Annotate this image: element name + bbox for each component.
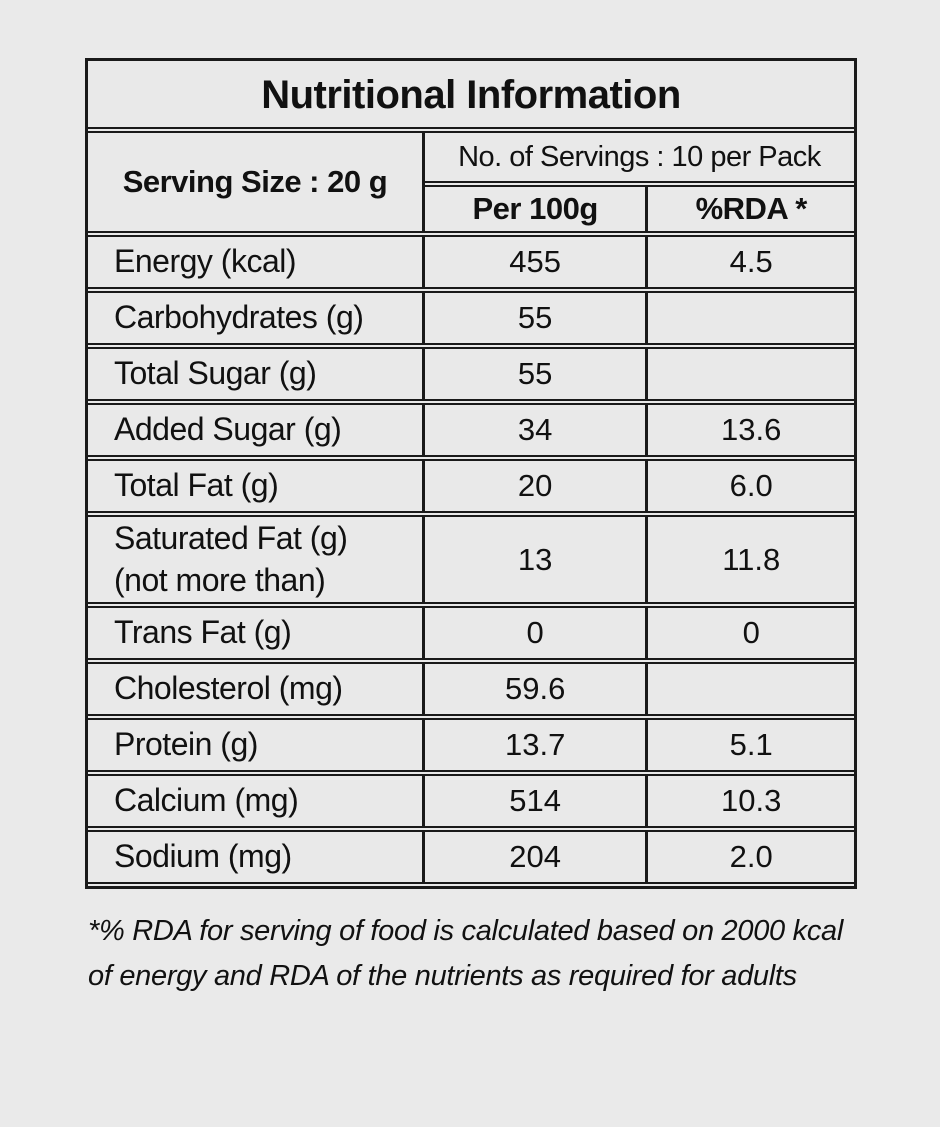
- rda-value: 13.6: [648, 403, 854, 457]
- nutrient-row: Sodium (mg) 204 2.0: [88, 830, 854, 885]
- nutrient-rows: Energy (kcal) 455 4.5 Carbohydrates (g) …: [88, 235, 854, 885]
- per-100g-value: 20: [424, 459, 649, 513]
- per-100g-value: 59.6: [424, 662, 649, 717]
- nutrient-row: Carbohydrates (g) 55: [88, 291, 854, 345]
- rda-footnote: *% RDA for serving of food is calculated…: [88, 915, 843, 993]
- rda-value: 11.8: [648, 515, 854, 605]
- rda-value: 10.3: [648, 774, 854, 829]
- nutrient-row: Protein (g) 13.7 5.1: [88, 718, 854, 773]
- column-header-rda: %RDA *: [648, 185, 854, 233]
- nutrition-table-grid: Nutritional Information Serving Size : 2…: [88, 61, 854, 886]
- per-100g-value: 204: [424, 830, 649, 885]
- rda-value: 0: [648, 606, 854, 661]
- column-header-per-100g: Per 100g: [424, 185, 649, 233]
- rda-value: [648, 291, 854, 345]
- nutrient-label: Added Sugar (g): [88, 403, 425, 457]
- per-100g-value: 13: [424, 515, 649, 605]
- per-100g-value: 34: [424, 403, 649, 457]
- nutrient-row: Cholesterol (mg) 59.6: [88, 662, 854, 717]
- per-100g-value: 55: [424, 347, 649, 401]
- per-100g-value: 455: [424, 235, 649, 289]
- nutrient-label: Sodium (mg): [88, 830, 425, 885]
- title-row: Nutritional Information: [88, 63, 854, 129]
- nutrient-row: Calcium (mg) 514 10.3: [88, 774, 854, 829]
- per-100g-value: 514: [424, 774, 649, 829]
- header-row-columns: Per 100g %RDA *: [88, 185, 854, 233]
- per-100g-value: 13.7: [424, 718, 649, 773]
- nutrient-label: Calcium (mg): [88, 774, 425, 829]
- rda-value: [648, 347, 854, 401]
- serving-size-cell: Serving Size : 20 g: [88, 131, 425, 233]
- rda-value: [648, 662, 854, 717]
- nutrition-table: Nutritional Information Serving Size : 2…: [85, 58, 857, 890]
- nutrient-label: Carbohydrates (g): [88, 291, 425, 345]
- per-100g-value: 55: [424, 291, 649, 345]
- nutrient-row: Saturated Fat (g) (not more than) 13 11.…: [88, 515, 854, 605]
- nutrient-label: Total Fat (g): [88, 459, 425, 513]
- nutrient-label: Energy (kcal): [88, 235, 425, 289]
- table-title: Nutritional Information: [88, 63, 854, 129]
- nutrient-label: Cholesterol (mg): [88, 662, 425, 717]
- header-row-servings: Serving Size : 20 g No. of Servings : 10…: [88, 131, 854, 233]
- per-100g-value: 0: [424, 606, 649, 661]
- servings-per-pack-cell: No. of Servings : 10 per Pack: [424, 131, 854, 183]
- rda-value: 6.0: [648, 459, 854, 513]
- nutrition-label-page: Nutritional Information Serving Size : 2…: [85, 58, 857, 993]
- nutrient-label: Protein (g): [88, 718, 425, 773]
- rda-value: 5.1: [648, 718, 854, 773]
- rda-value: 2.0: [648, 830, 854, 885]
- nutrient-row: Trans Fat (g) 0 0: [88, 606, 854, 661]
- nutrient-label: Total Sugar (g): [88, 347, 425, 401]
- nutrient-row: Added Sugar (g) 34 13.6: [88, 403, 854, 457]
- nutrient-label: Saturated Fat (g) (not more than): [88, 515, 425, 605]
- rda-value: 4.5: [648, 235, 854, 289]
- nutrient-label: Trans Fat (g): [88, 606, 425, 661]
- nutrient-row: Total Fat (g) 20 6.0: [88, 459, 854, 513]
- nutrient-row: Energy (kcal) 455 4.5: [88, 235, 854, 289]
- nutrient-row: Total Sugar (g) 55: [88, 347, 854, 401]
